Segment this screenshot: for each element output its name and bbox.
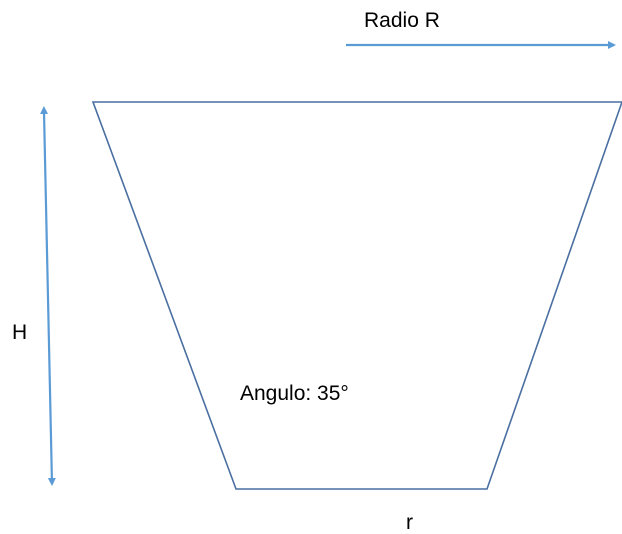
radius-bottom-label: r: [406, 511, 413, 534]
trapezoid-shape: [91, 101, 622, 490]
height-arrow: [40, 106, 56, 486]
angle-label: Angulo: 35°: [240, 382, 349, 405]
height-label: H: [12, 321, 28, 344]
radius-top-label: Radio R: [364, 9, 440, 32]
